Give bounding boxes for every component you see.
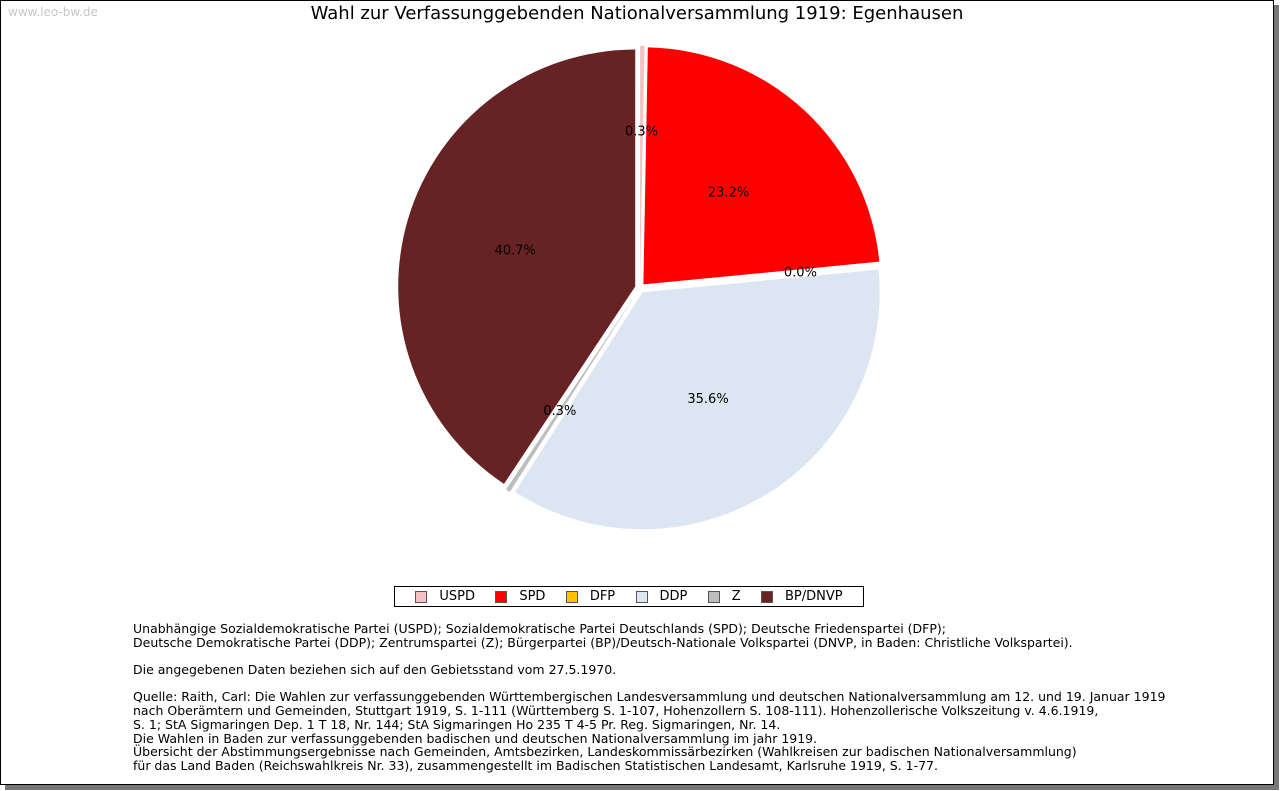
legend-swatch <box>495 590 508 603</box>
notes-source-line: für das Land Baden (Reichswahlkreis Nr. … <box>133 758 938 773</box>
pie-slice-uspd <box>640 46 645 284</box>
legend-label: DDP <box>659 589 688 604</box>
notes-source-line: nach Oberämtern und Gemeinden, Stuttgart… <box>133 703 1099 719</box>
notes-source-line: S. 1; StA Sigmaringen Dep. 1 T 18, Nr. 1… <box>133 716 781 732</box>
legend: USPD SPD DFP DDP Z BP/DNVP <box>394 586 864 607</box>
pie-chart: 0.3% 23.2% 0.0% 35.6% 0.3% 40.7% <box>398 46 880 530</box>
legend-item-ddp: DDP <box>635 589 688 604</box>
legend-swatch <box>761 590 773 603</box>
slice-label-dfp: 0.0% <box>784 266 817 281</box>
legend-label: DFP <box>589 589 616 604</box>
legend-label: BP/DNVP <box>785 589 843 604</box>
slice-label-ddp: 35.6% <box>687 392 728 407</box>
legend-label: SPD <box>519 589 546 604</box>
notes-source-line: Quelle: Raith, Carl: Die Wahlen zur verf… <box>133 689 1166 705</box>
legend-label: Z <box>731 589 741 604</box>
legend-label: USPD <box>439 589 475 604</box>
legend-item-z: Z <box>707 589 741 604</box>
slice-label-uspd: 0.3% <box>625 125 658 140</box>
pie-slice-bp-dnvp <box>398 49 636 484</box>
legend-item-dfp: DFP <box>565 589 616 604</box>
legend-swatch <box>565 590 578 603</box>
legend-swatch <box>707 590 720 603</box>
slice-label-z: 0.3% <box>543 404 576 419</box>
pie-slice-spd <box>643 47 880 285</box>
pie-slice-ddp <box>515 269 880 530</box>
notes-territory: Die angegebenen Daten beziehen sich auf … <box>133 662 617 678</box>
slice-label-bp-dnvp: 40.7% <box>495 243 536 258</box>
watermark: www.leo-bw.de <box>8 5 98 19</box>
legend-item-spd: SPD <box>495 589 545 604</box>
notes-parties-line: Unabhängige Sozialdemokratische Partei (… <box>133 621 946 636</box>
notes: Unabhängige Sozialdemokratische Partei (… <box>133 622 1165 773</box>
legend-swatch <box>635 590 648 603</box>
legend-item-bp-dnvp: BP/DNVP <box>761 589 843 604</box>
pie-slice-z <box>506 292 638 492</box>
chart-title: Wahl zur Verfassunggebenden Nationalvers… <box>310 3 964 24</box>
slice-label-spd: 23.2% <box>708 185 749 200</box>
notes-source-line: Die Wahlen in Baden zur verfassunggebend… <box>133 730 818 746</box>
legend-item-uspd: USPD <box>415 589 475 604</box>
notes-parties-line: Deutsche Demokratische Partei (DDP); Zen… <box>133 634 1073 650</box>
legend-swatch <box>415 590 428 603</box>
notes-source-line: Übersicht der Abstimmungsergebnisse nach… <box>133 744 1077 760</box>
